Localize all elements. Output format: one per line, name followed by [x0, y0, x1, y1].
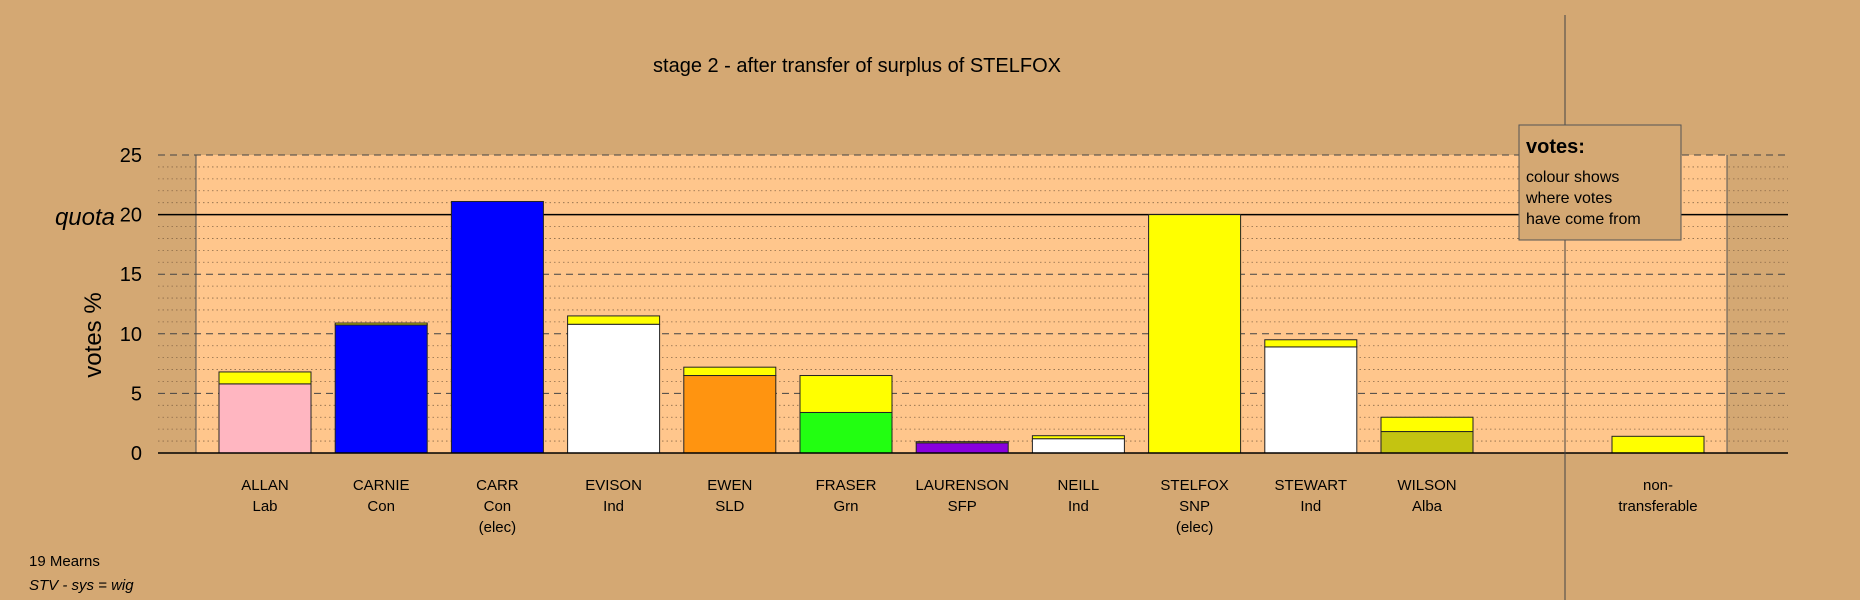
footer-system: STV - sys = wig [29, 577, 134, 594]
x-category-label: STEWART [1275, 477, 1348, 494]
bar-segment-carr-0 [450, 200, 544, 454]
y-tick-label: 0 [131, 443, 142, 465]
legend-title: votes: [1526, 136, 1585, 158]
x-category-label: SFP [948, 498, 977, 515]
x-category-label: Con [367, 498, 395, 515]
x-category-label: FRASER [816, 477, 877, 494]
y-tick-label: 10 [120, 324, 142, 346]
y-tick-label: 20 [120, 205, 142, 227]
x-category-label: Alba [1412, 498, 1443, 515]
x-category-label: CARNIE [353, 477, 410, 494]
bar-segment-fraser-1 [799, 375, 893, 413]
legend-box [1518, 124, 1682, 241]
bar-segment-fraser-0 [799, 411, 893, 454]
x-category-label: Ind [1300, 498, 1321, 515]
bar-segment-carnie-1 [334, 322, 428, 326]
bar-segment-laurenson-0 [915, 442, 1009, 454]
bar-segment-nontransferable-0 [1611, 435, 1705, 454]
x-category-label: STELFOX [1160, 477, 1228, 494]
quota-label: quota [55, 204, 115, 231]
y-axis-label: votes % [80, 292, 107, 377]
bar-segment-evison-0 [567, 323, 661, 454]
x-category-label: WILSON [1397, 477, 1456, 494]
footer-ward: 19 Mearns [29, 553, 100, 570]
legend: votes: colour shows where votes have com… [1518, 124, 1682, 241]
y-tick-label: 25 [120, 145, 142, 167]
x-category-label: (elec) [1176, 519, 1214, 536]
bar-segment-allan-1 [218, 371, 312, 385]
x-category-label: CARR [476, 477, 519, 494]
x-category-label: Grn [833, 498, 858, 515]
x-category-label: Ind [603, 498, 624, 515]
bar-segment-stewart-1 [1264, 339, 1358, 348]
x-category-label: non- [1643, 477, 1673, 494]
x-category-label: (elec) [479, 519, 517, 536]
bar-segment-allan-0 [218, 383, 312, 454]
x-category-label: EVISON [585, 477, 642, 494]
bar-segment-stewart-0 [1264, 346, 1358, 454]
x-category-label: EWEN [707, 477, 752, 494]
bar-segment-ewen-1 [683, 366, 777, 377]
bar-segment-neill-0 [1031, 438, 1125, 454]
bar-segment-evison-1 [567, 315, 661, 325]
bar-segment-stelfox-0 [1148, 214, 1242, 454]
x-category-label: Ind [1068, 498, 1089, 515]
x-category-label: NEILL [1058, 477, 1100, 494]
bar-segment-carnie-0 [334, 324, 428, 454]
legend-line-1: colour shows [1526, 169, 1619, 186]
x-category-label: transferable [1618, 498, 1697, 515]
bar-segment-ewen-0 [683, 375, 777, 454]
x-category-label: Lab [252, 498, 277, 515]
legend-line-2: where votes [1525, 190, 1612, 207]
bar-segment-wilson-1 [1380, 416, 1474, 433]
bar-segment-wilson-0 [1380, 431, 1474, 454]
x-category-label: SNP [1179, 498, 1210, 515]
x-category-label: ALLAN [241, 477, 289, 494]
legend-line-3: have come from [1526, 211, 1641, 228]
x-category-label: SLD [715, 498, 744, 515]
bar-segment-laurenson-1 [915, 441, 1009, 444]
x-category-label: Con [484, 498, 512, 515]
y-tick-label: 15 [120, 264, 142, 286]
bar-segment-neill-1 [1031, 435, 1125, 440]
x-category-label: LAURENSON [916, 477, 1009, 494]
y-tick-label: 5 [131, 383, 142, 405]
chart-title: stage 2 - after transfer of surplus of S… [653, 55, 1061, 77]
